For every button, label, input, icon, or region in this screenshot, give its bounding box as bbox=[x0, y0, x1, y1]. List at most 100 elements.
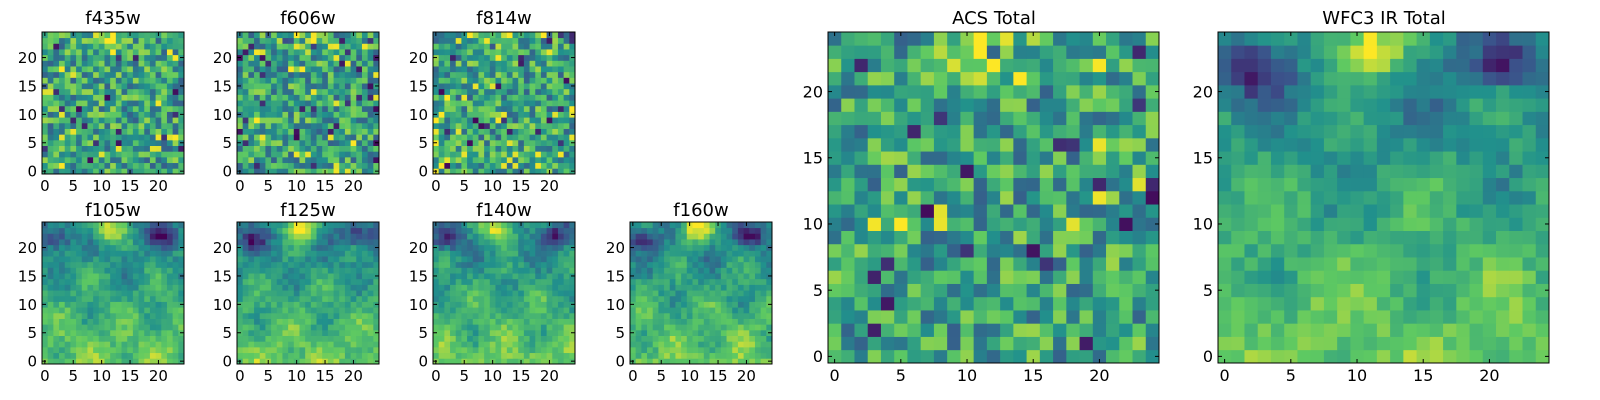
heatmap-cell bbox=[282, 94, 289, 101]
heatmap-cell bbox=[47, 312, 54, 319]
heatmap-cell bbox=[703, 301, 710, 308]
heatmap-cell bbox=[563, 37, 570, 44]
heatmap-cell bbox=[333, 256, 340, 263]
x-tick-label: 10 bbox=[92, 177, 111, 195]
heatmap-cell bbox=[110, 290, 117, 297]
heatmap-cell bbox=[455, 105, 462, 112]
heatmap-cell bbox=[658, 256, 665, 263]
heatmap-cell bbox=[552, 261, 559, 268]
heatmap-cell bbox=[552, 32, 559, 39]
heatmap-cell bbox=[293, 318, 300, 325]
heatmap-cell bbox=[87, 233, 94, 240]
heatmap-cell bbox=[367, 100, 374, 107]
heatmap-cell bbox=[433, 284, 440, 291]
heatmap-cell bbox=[506, 83, 513, 90]
heatmap-cell bbox=[64, 318, 71, 325]
heatmap-cell bbox=[282, 352, 289, 359]
heatmap-cell bbox=[70, 239, 77, 246]
heatmap-cell bbox=[344, 66, 351, 73]
heatmap-cell bbox=[98, 111, 105, 118]
heatmap-cell bbox=[356, 227, 363, 234]
heatmap-cell bbox=[310, 222, 317, 229]
heatmap-cell bbox=[703, 244, 710, 251]
heatmap-cell bbox=[293, 290, 300, 297]
heatmap-cell bbox=[356, 128, 363, 135]
heatmap-cell bbox=[276, 168, 283, 175]
heatmap-cell bbox=[293, 49, 300, 56]
heatmap-cell bbox=[110, 295, 117, 302]
heatmap-cell bbox=[681, 307, 688, 314]
heatmap-cell bbox=[467, 267, 474, 274]
heatmap-cell bbox=[737, 227, 744, 234]
heatmap-cell bbox=[535, 77, 542, 84]
heatmap-cell bbox=[546, 329, 553, 336]
heatmap-cell bbox=[489, 329, 496, 336]
heatmap-cell bbox=[237, 134, 244, 141]
heatmap-cell bbox=[138, 284, 145, 291]
heatmap-cell bbox=[344, 83, 351, 90]
heatmap-cell bbox=[501, 77, 508, 84]
heatmap-cell bbox=[664, 318, 671, 325]
heatmap-cell bbox=[540, 83, 547, 90]
heatmap-cell bbox=[350, 105, 357, 112]
heatmap-cell bbox=[121, 273, 128, 280]
heatmap-cell bbox=[450, 318, 457, 325]
heatmap-cell bbox=[305, 162, 312, 169]
heatmap-cell bbox=[647, 290, 654, 297]
heatmap-cell bbox=[557, 156, 565, 164]
heatmap-cell bbox=[450, 244, 457, 251]
heatmap-cell bbox=[265, 151, 272, 158]
heatmap-cell bbox=[686, 335, 693, 342]
heatmap-cell bbox=[350, 335, 357, 342]
heatmap-cell bbox=[155, 352, 162, 359]
heatmap-cell bbox=[635, 256, 642, 263]
heatmap-cell bbox=[98, 284, 105, 291]
heatmap-cell bbox=[1039, 296, 1054, 311]
heatmap-cell bbox=[310, 261, 317, 268]
heatmap-cell bbox=[557, 227, 565, 234]
heatmap-cell bbox=[316, 32, 323, 39]
heatmap-cell bbox=[484, 54, 491, 61]
heatmap-cell bbox=[149, 117, 156, 124]
heatmap-cell bbox=[316, 37, 323, 44]
heatmap-cell bbox=[635, 227, 642, 234]
heatmap-cell bbox=[310, 49, 317, 56]
heatmap-cell bbox=[98, 278, 105, 285]
heatmap-cell bbox=[305, 117, 312, 124]
heatmap-cell bbox=[732, 312, 739, 319]
heatmap-cell bbox=[715, 341, 722, 348]
heatmap-cell bbox=[59, 222, 66, 229]
heatmap-cell bbox=[316, 134, 323, 141]
heatmap-cell bbox=[104, 250, 111, 257]
heatmap-cell bbox=[1053, 270, 1067, 284]
heatmap-cell bbox=[1039, 283, 1054, 298]
heatmap-cell bbox=[42, 60, 49, 67]
heatmap-cell bbox=[367, 83, 374, 90]
heatmap-cell bbox=[155, 261, 162, 268]
heatmap-cell bbox=[973, 349, 988, 364]
heatmap-cell bbox=[766, 233, 773, 240]
heatmap-cell bbox=[698, 307, 705, 314]
heatmap-cell bbox=[444, 329, 451, 336]
heatmap-cell bbox=[681, 267, 688, 274]
heatmap-cell bbox=[172, 88, 179, 95]
heatmap-cell bbox=[501, 128, 508, 135]
heatmap-cell bbox=[557, 122, 565, 129]
heatmap-cell bbox=[450, 139, 457, 146]
heatmap-cell bbox=[282, 117, 289, 124]
heatmap-cell bbox=[259, 233, 266, 240]
heatmap-cell bbox=[42, 256, 49, 263]
heatmap-cell bbox=[144, 71, 151, 78]
heatmap-cell bbox=[450, 346, 457, 354]
heatmap-cell bbox=[472, 156, 479, 164]
heatmap-cell bbox=[254, 261, 261, 268]
heatmap-cell bbox=[104, 54, 111, 61]
heatmap-cell bbox=[692, 222, 699, 229]
heatmap-cell bbox=[444, 341, 451, 348]
heatmap-cell bbox=[749, 256, 756, 263]
heatmap-cell bbox=[254, 71, 261, 78]
heatmap-cell bbox=[259, 324, 266, 331]
heatmap-cell bbox=[433, 94, 440, 101]
heatmap-cell bbox=[64, 312, 71, 319]
heatmap-cell bbox=[433, 117, 440, 124]
